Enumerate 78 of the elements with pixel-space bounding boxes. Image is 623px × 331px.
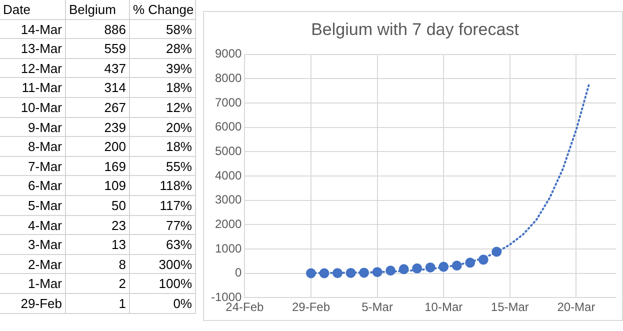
text: 267 [66,98,130,118]
point [306,268,316,278]
text: 109 [66,176,130,196]
text: 12-Mar [0,58,66,78]
text: 13 [66,235,130,255]
chart-title: Belgium with 7 day forecast [311,20,520,39]
point [332,268,343,278]
x-tick-label: 15-Mar [490,300,529,314]
point [478,254,488,265]
point [492,246,502,257]
text: 1 [66,294,130,314]
text: 13-Mar [0,39,66,59]
x-tick-label: 29-Feb [292,300,330,314]
text: 20% [130,118,196,138]
text: 200 [66,137,130,157]
x-tick-label: 5-Mar [362,300,393,314]
y-tick-label: 3000 [214,192,242,207]
text: 23 [66,216,130,236]
text: 12% [130,98,196,118]
text: % Change [130,0,196,20]
text: 5-Mar [0,196,66,216]
point [319,268,330,278]
y-tick-label: 0 [235,266,242,280]
text: 886 [66,20,130,40]
text: Date [0,0,66,20]
text: 63% [130,235,196,255]
point [398,264,409,274]
text: 0% [130,294,196,314]
text: 239 [66,118,130,138]
point [438,262,449,272]
text: 300% [130,254,196,274]
text: 10-Mar [0,98,66,118]
text: 4-Mar [0,216,66,236]
text: 77% [130,216,196,236]
text: 437 [66,58,130,78]
y-tick-label: 7000 [214,95,242,110]
x-tick-label: 10-Mar [424,300,463,314]
text: 559 [66,39,130,59]
point [372,267,382,278]
text: 18% [130,137,196,157]
text: 50 [66,196,130,216]
text: 100% [130,274,196,294]
point [386,266,396,276]
text: 169 [66,156,130,176]
point [425,262,436,272]
text: 58% [130,20,196,40]
text: 314 [66,78,130,98]
text: 14-Mar [0,20,66,40]
text: 7-Mar [0,156,66,176]
text: 39% [130,58,196,78]
text: 117% [130,196,196,216]
text: 11-Mar [0,78,66,98]
text: 8 [66,254,130,274]
text: 1-Mar [0,274,66,294]
text: 28% [130,39,196,59]
text: 6-Mar [0,176,66,196]
point [452,260,462,271]
text: 9-Mar [0,118,66,138]
point [359,268,370,278]
text: 18% [130,78,196,98]
y-tick-label: 1000 [214,241,242,256]
y-tick-label: 9000 [214,46,242,61]
y-tick-label: 5000 [214,144,242,158]
text: 2 [66,274,130,294]
text: 3-Mar [0,235,66,255]
text: 118% [130,176,196,196]
y-tick-label: 8000 [214,71,242,86]
text: 55% [130,156,196,176]
text: 2-Mar [0,254,66,274]
y-tick-label: 4000 [214,168,242,182]
point [465,258,476,268]
text: Belgium [66,0,130,20]
x-tick-label: 20-Mar [557,300,596,314]
text: 8-Mar [0,137,66,157]
y-tick-label: 2000 [214,216,242,231]
y-tick-label: 6000 [214,120,242,134]
point [412,263,422,274]
point [346,268,356,278]
